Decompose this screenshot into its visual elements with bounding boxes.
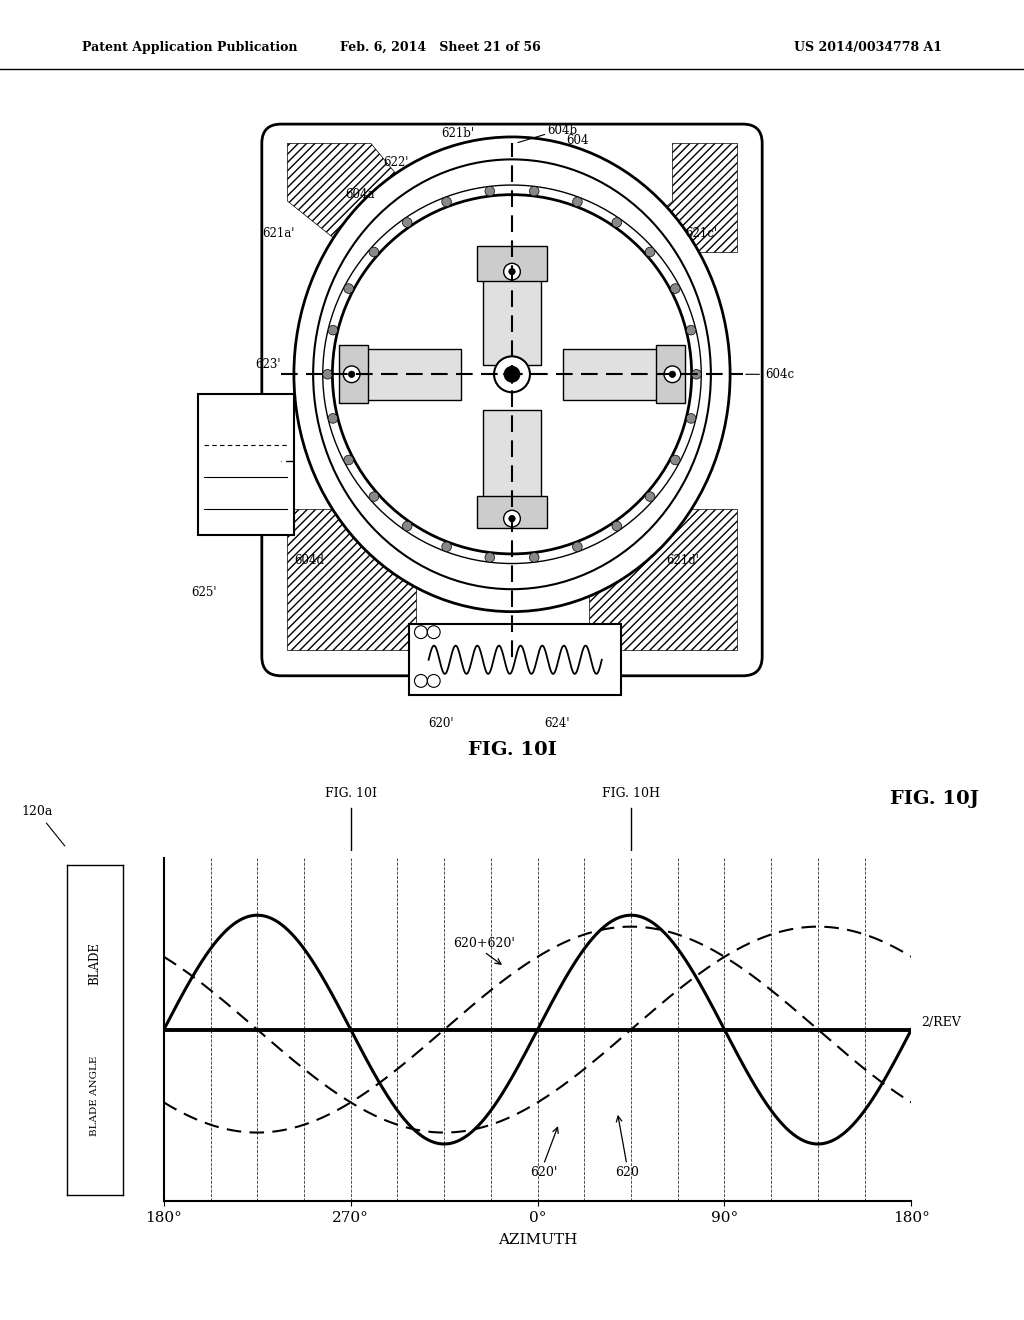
Circle shape — [333, 194, 691, 554]
Circle shape — [328, 325, 338, 335]
Ellipse shape — [313, 160, 711, 589]
Circle shape — [328, 413, 338, 424]
Circle shape — [529, 553, 539, 562]
Text: Feb. 6, 2014   Sheet 21 of 56: Feb. 6, 2014 Sheet 21 of 56 — [340, 41, 541, 54]
Bar — [410, 624, 621, 696]
Text: 604a: 604a — [345, 189, 375, 201]
Circle shape — [509, 268, 515, 275]
Circle shape — [504, 263, 520, 280]
Circle shape — [485, 553, 495, 562]
Circle shape — [427, 626, 440, 639]
Text: BLADE ANGLE: BLADE ANGLE — [90, 1056, 99, 1135]
Bar — [358, 348, 461, 400]
Circle shape — [686, 413, 696, 424]
Text: Patent Application Publication: Patent Application Publication — [82, 41, 297, 54]
Circle shape — [645, 492, 655, 502]
Text: 623': 623' — [255, 358, 281, 371]
Text: 120a: 120a — [22, 805, 65, 846]
Text: 604: 604 — [566, 133, 589, 147]
Text: US 2014/0034778 A1: US 2014/0034778 A1 — [794, 41, 942, 54]
Circle shape — [664, 366, 681, 383]
Circle shape — [572, 543, 583, 552]
Circle shape — [441, 543, 452, 552]
Bar — [477, 246, 547, 281]
Text: 620+620': 620+620' — [454, 937, 515, 950]
Text: 604b: 604b — [547, 124, 578, 137]
Circle shape — [348, 371, 355, 378]
Text: 625': 625' — [191, 586, 217, 599]
Text: 604c: 604c — [765, 368, 795, 380]
Circle shape — [669, 371, 676, 378]
X-axis label: AZIMUTH: AZIMUTH — [498, 1233, 578, 1247]
Text: 621d': 621d' — [666, 554, 698, 566]
Text: FIG. 10I: FIG. 10I — [325, 787, 377, 800]
Circle shape — [344, 455, 353, 465]
Circle shape — [441, 197, 452, 207]
Circle shape — [612, 218, 622, 227]
Circle shape — [645, 247, 655, 257]
Text: 620': 620' — [429, 717, 454, 730]
Text: 621b': 621b' — [441, 127, 474, 140]
Circle shape — [494, 356, 530, 392]
Bar — [339, 346, 368, 403]
Bar — [198, 393, 294, 535]
Text: 621a': 621a' — [262, 227, 294, 240]
Circle shape — [504, 511, 520, 527]
Bar — [656, 346, 685, 403]
Circle shape — [529, 186, 539, 195]
Circle shape — [344, 284, 353, 293]
Bar — [483, 409, 541, 506]
Text: 624': 624' — [544, 717, 569, 730]
Text: 620: 620 — [614, 1166, 639, 1179]
Circle shape — [402, 218, 412, 227]
Text: BLADE: BLADE — [88, 942, 101, 985]
Circle shape — [343, 366, 360, 383]
Circle shape — [612, 521, 622, 531]
Text: 622': 622' — [384, 156, 409, 169]
Text: FIG. 10J: FIG. 10J — [891, 789, 979, 808]
Text: 2/REV: 2/REV — [921, 1016, 961, 1030]
Circle shape — [402, 521, 412, 531]
Circle shape — [369, 492, 379, 502]
Bar — [563, 348, 666, 400]
Text: FIG. 10H: FIG. 10H — [602, 787, 660, 800]
Circle shape — [323, 370, 333, 379]
Text: 621c': 621c' — [685, 227, 717, 240]
Text: FIG. 10I: FIG. 10I — [468, 741, 556, 759]
Circle shape — [691, 370, 701, 379]
Text: 620': 620' — [529, 1166, 557, 1179]
Circle shape — [686, 325, 696, 335]
Bar — [477, 496, 547, 528]
FancyBboxPatch shape — [262, 124, 762, 676]
Circle shape — [369, 247, 379, 257]
Circle shape — [509, 515, 515, 521]
Circle shape — [572, 197, 583, 207]
Ellipse shape — [294, 137, 730, 611]
Text: 604d: 604d — [294, 554, 324, 566]
Circle shape — [671, 284, 680, 293]
Circle shape — [415, 675, 427, 688]
Circle shape — [504, 367, 520, 381]
Bar — [483, 268, 541, 364]
Circle shape — [427, 675, 440, 688]
Circle shape — [671, 455, 680, 465]
Circle shape — [415, 626, 427, 639]
Circle shape — [485, 186, 495, 195]
